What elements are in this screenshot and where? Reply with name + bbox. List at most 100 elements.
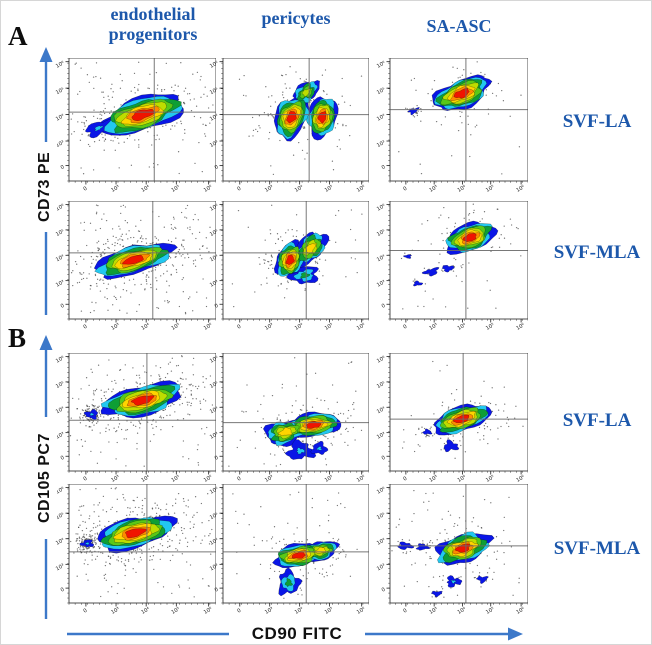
svg-text:0: 0 — [82, 324, 88, 331]
svg-text:10³: 10³ — [110, 184, 121, 194]
svg-text:10⁵: 10⁵ — [171, 474, 182, 484]
svg-text:0: 0 — [214, 455, 220, 462]
svg-text:10⁴: 10⁴ — [457, 606, 468, 616]
svg-text:10³: 10³ — [264, 606, 275, 616]
row-label-svf-mla-a: SVF-MLA — [553, 242, 641, 263]
svg-text:0: 0 — [236, 186, 242, 193]
svg-text:0: 0 — [236, 608, 242, 615]
x-axis-label-cd90-fitc: CD90 FITC — [229, 621, 365, 644]
svg-text:10⁴: 10⁴ — [55, 406, 65, 415]
svg-text:10⁴: 10⁴ — [209, 254, 219, 263]
svg-text:0: 0 — [381, 164, 387, 171]
svg-text:10⁵: 10⁵ — [485, 606, 496, 616]
svg-text:10⁵: 10⁵ — [171, 606, 182, 616]
svg-text:10⁵: 10⁵ — [209, 87, 219, 96]
plot-b-svf-mla-sa-asc: 10⁶ 10⁵ 10⁴ 10³ 0 0 10³ 10⁴ 10⁵ 10⁶ — [374, 484, 528, 619]
svg-text:10³: 10³ — [55, 431, 65, 440]
svg-text:10⁴: 10⁴ — [294, 184, 305, 194]
svg-text:10⁶: 10⁶ — [356, 322, 367, 332]
svg-text:0: 0 — [402, 608, 408, 615]
svg-text:10⁵: 10⁵ — [55, 512, 65, 521]
svg-text:10³: 10³ — [209, 279, 219, 288]
svg-text:0: 0 — [214, 587, 220, 594]
svg-text:10⁶: 10⁶ — [356, 474, 367, 484]
svg-text:10³: 10³ — [264, 322, 275, 332]
plot-b-svf-la-sa-asc: 10⁶ 10⁵ 10⁴ 10³ 0 0 10³ 10⁴ 10⁵ 10⁶ — [374, 353, 528, 487]
svg-text:10³: 10³ — [55, 563, 65, 572]
svg-text:10⁶: 10⁶ — [515, 184, 526, 194]
svg-text:10⁶: 10⁶ — [203, 474, 214, 484]
svg-text:10⁴: 10⁴ — [294, 322, 305, 332]
svg-text:10⁵: 10⁵ — [324, 322, 335, 332]
plot-b-svf-mla-endothelial: 10⁶ 10⁵ 10⁴ 10³ 0 0 10³ 10⁴ 10⁵ 10⁶ — [53, 484, 216, 619]
svg-text:10⁴: 10⁴ — [140, 606, 151, 616]
svg-text:0: 0 — [60, 455, 66, 462]
svg-text:0: 0 — [236, 476, 242, 483]
arrowhead-right-icon — [508, 627, 523, 641]
svg-text:10³: 10³ — [264, 474, 275, 484]
svg-text:10³: 10³ — [376, 140, 386, 149]
svg-text:10⁴: 10⁴ — [209, 406, 219, 415]
svg-text:10⁶: 10⁶ — [55, 355, 65, 364]
svg-text:10⁴: 10⁴ — [140, 184, 151, 194]
svg-text:10⁶: 10⁶ — [209, 60, 219, 69]
column-header-pericytes: pericytes — [261, 8, 331, 28]
svg-text:10³: 10³ — [428, 606, 439, 616]
svg-text:10⁵: 10⁵ — [376, 512, 386, 521]
plot-a-svf-mla-endothelial: 10⁶ 10⁵ 10⁴ 10³ 0 0 10³ 10⁴ 10⁵ 10⁶ — [53, 201, 216, 335]
svg-text:10⁶: 10⁶ — [376, 486, 386, 495]
plot-b-svf-mla-pericytes: 10⁶ 10⁵ 10⁴ 10³ 0 0 10³ 10⁴ 10⁵ 10⁶ — [207, 484, 369, 619]
svg-text:10³: 10³ — [110, 322, 121, 332]
svg-text:0: 0 — [402, 476, 408, 483]
svg-text:10⁴: 10⁴ — [55, 254, 65, 263]
column-header-sa-asc: SA-ASC — [426, 16, 492, 36]
svg-text:10⁶: 10⁶ — [209, 355, 219, 364]
plot-a-svf-la-endothelial: 10⁶ 10⁵ 10⁴ 10³ 0 0 10³ 10⁴ 10⁵ 10⁶ — [53, 58, 216, 197]
svg-text:10⁴: 10⁴ — [376, 537, 386, 546]
svg-text:0: 0 — [214, 164, 220, 171]
row-label-svf-la-a: SVF-LA — [562, 111, 632, 132]
svg-text:10⁶: 10⁶ — [376, 203, 386, 212]
svg-text:10³: 10³ — [428, 184, 439, 194]
svg-text:10⁵: 10⁵ — [55, 87, 65, 96]
svg-text:10³: 10³ — [376, 431, 386, 440]
svg-text:10⁵: 10⁵ — [171, 322, 182, 332]
svg-text:10³: 10³ — [209, 431, 219, 440]
svg-text:10³: 10³ — [376, 563, 386, 572]
svg-text:0: 0 — [402, 186, 408, 193]
panel-label-a: A — [8, 21, 28, 51]
svg-text:10³: 10³ — [55, 140, 65, 149]
svg-text:10⁵: 10⁵ — [485, 322, 496, 332]
svg-text:10³: 10³ — [209, 563, 219, 572]
svg-text:10³: 10³ — [428, 322, 439, 332]
plot-a-svf-mla-pericytes: 10⁶ 10⁵ 10⁴ 10³ 0 0 10³ 10⁴ 10⁵ 10⁶ — [207, 201, 369, 335]
svg-text:10⁵: 10⁵ — [324, 606, 335, 616]
svg-text:10⁶: 10⁶ — [55, 60, 65, 69]
svg-text:10⁶: 10⁶ — [376, 355, 386, 364]
svg-text:0: 0 — [82, 608, 88, 615]
plot-a-svf-mla-sa-asc: 10⁶ 10⁵ 10⁴ 10³ 0 0 10³ 10⁴ 10⁵ 10⁶ — [374, 201, 528, 335]
svg-text:10⁶: 10⁶ — [356, 184, 367, 194]
svg-text:10³: 10³ — [264, 184, 275, 194]
svg-text:10⁵: 10⁵ — [324, 184, 335, 194]
svg-text:10⁵: 10⁵ — [376, 381, 386, 390]
svg-text:10⁵: 10⁵ — [55, 229, 65, 238]
row-label-svf-mla-b: SVF-MLA — [553, 538, 641, 559]
svg-text:10⁴: 10⁴ — [55, 537, 65, 546]
svg-text:0: 0 — [236, 324, 242, 331]
svg-text:10⁶: 10⁶ — [515, 474, 526, 484]
svg-text:10⁶: 10⁶ — [203, 184, 214, 194]
svg-text:10⁵: 10⁵ — [171, 184, 182, 194]
svg-text:10⁶: 10⁶ — [515, 606, 526, 616]
svg-text:10³: 10³ — [55, 279, 65, 288]
svg-text:10⁴: 10⁴ — [140, 474, 151, 484]
svg-text:10⁵: 10⁵ — [209, 512, 219, 521]
svg-text:10³: 10³ — [428, 474, 439, 484]
svg-text:10⁴: 10⁴ — [294, 474, 305, 484]
svg-text:10⁵: 10⁵ — [485, 474, 496, 484]
svg-text:10⁶: 10⁶ — [209, 486, 219, 495]
svg-text:10⁶: 10⁶ — [515, 322, 526, 332]
svg-text:10⁴: 10⁴ — [140, 322, 151, 332]
svg-text:0: 0 — [381, 587, 387, 594]
svg-text:10⁴: 10⁴ — [209, 537, 219, 546]
